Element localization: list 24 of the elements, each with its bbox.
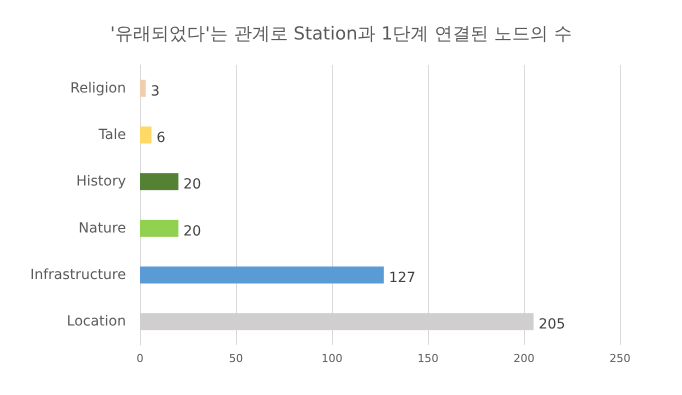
y-tick-label: Infrastructure: [30, 267, 126, 283]
data-label: 20: [183, 176, 202, 193]
data-label: 6: [156, 130, 166, 146]
data-label: 20: [183, 223, 202, 240]
x-tick-label: 250: [610, 352, 630, 365]
bar: [140, 126, 152, 144]
x-tick-label: 150: [418, 352, 438, 365]
y-tick-label: History: [76, 174, 126, 190]
chart-title: '유래되었다'는 관계로 Station과 1단계 연결된 노드의 수: [110, 24, 572, 44]
bar: [140, 266, 384, 284]
y-tick-label: Tale: [98, 127, 126, 143]
bar: [140, 220, 178, 237]
bar: [140, 80, 146, 97]
y-tick-label: Location: [66, 314, 126, 330]
x-tick-label: 50: [229, 352, 243, 365]
bar: [140, 173, 178, 190]
x-tick-label: 0: [136, 352, 144, 365]
data-label: 3: [150, 83, 160, 100]
x-tick-label: 100: [322, 352, 342, 365]
data-label: 127: [388, 270, 416, 286]
y-tick-label: Religion: [70, 80, 126, 96]
x-tick-label: 200: [514, 352, 534, 365]
data-label: 205: [538, 316, 566, 333]
y-tick-label: Nature: [78, 220, 126, 236]
